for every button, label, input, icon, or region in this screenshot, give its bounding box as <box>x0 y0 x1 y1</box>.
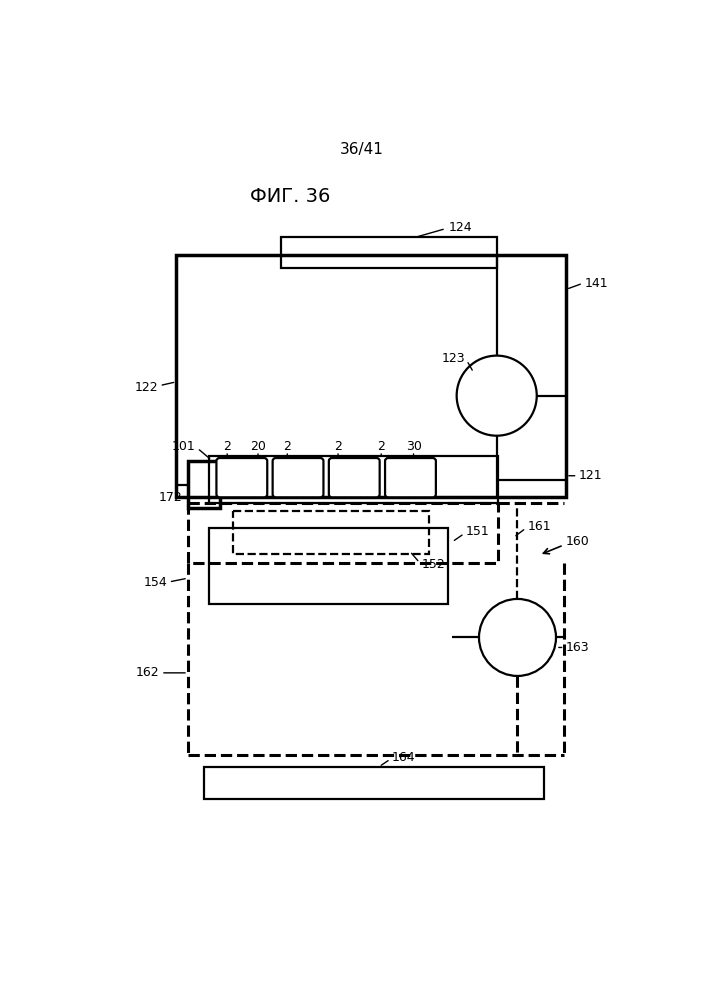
Bar <box>176 255 566 497</box>
FancyBboxPatch shape <box>329 458 380 497</box>
Text: 101: 101 <box>172 440 196 453</box>
Text: 36/41: 36/41 <box>340 142 384 157</box>
Text: 154: 154 <box>144 576 167 588</box>
Circle shape <box>479 599 556 676</box>
FancyBboxPatch shape <box>385 458 436 497</box>
Text: 151: 151 <box>466 525 490 538</box>
Bar <box>209 456 498 503</box>
Text: 2: 2 <box>284 440 291 453</box>
Text: ФИГ. 36: ФИГ. 36 <box>250 188 331 207</box>
Text: 141: 141 <box>585 277 608 290</box>
Text: 163: 163 <box>566 641 590 654</box>
Text: 2: 2 <box>334 440 342 453</box>
Bar <box>233 511 429 554</box>
Bar <box>188 503 498 563</box>
Text: 121: 121 <box>579 469 602 482</box>
Text: 162: 162 <box>136 666 160 679</box>
Text: 2: 2 <box>223 440 231 453</box>
Text: 123: 123 <box>441 352 465 365</box>
Text: 164: 164 <box>392 751 416 764</box>
Text: 20: 20 <box>250 440 266 453</box>
Text: 30: 30 <box>406 440 421 453</box>
FancyBboxPatch shape <box>216 458 267 497</box>
Circle shape <box>457 356 537 436</box>
Text: 161: 161 <box>527 520 551 533</box>
Text: 2: 2 <box>378 440 385 453</box>
Bar <box>204 767 544 799</box>
Text: 160: 160 <box>566 535 590 548</box>
Bar <box>209 528 448 604</box>
FancyBboxPatch shape <box>273 458 324 497</box>
Bar <box>281 237 497 268</box>
Text: 122: 122 <box>134 381 158 394</box>
Text: 172: 172 <box>159 491 182 504</box>
Text: 152: 152 <box>421 558 445 571</box>
Bar <box>188 461 219 508</box>
Text: 124: 124 <box>449 221 472 234</box>
